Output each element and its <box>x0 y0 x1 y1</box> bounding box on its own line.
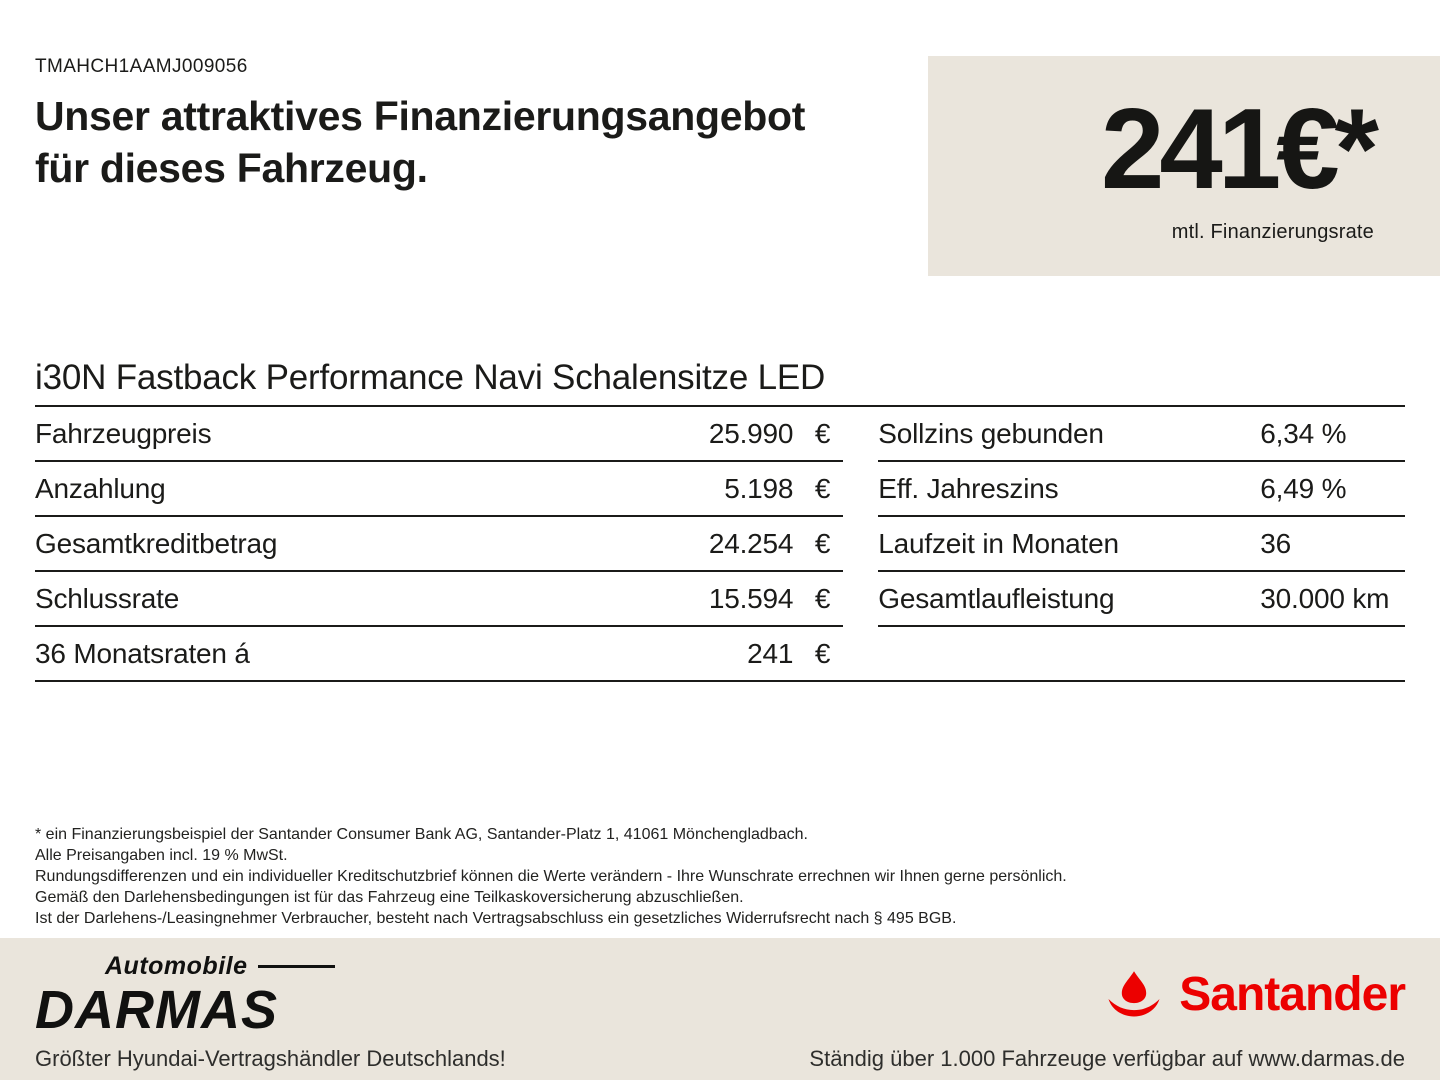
row-unit: € <box>814 527 831 559</box>
row-label: Anzahlung <box>35 472 166 504</box>
table-row-laufzeit: Laufzeit in Monaten 36 <box>878 517 1405 572</box>
row-label: Fahrzeugpreis <box>35 417 212 449</box>
disclaimer: * ein Finanzierungsbeispiel der Santande… <box>0 824 1440 929</box>
footer-text-left: Größter Hyundai-Vertragshändler Deutschl… <box>35 1046 506 1071</box>
row-label: 36 Monatsraten á <box>35 637 250 669</box>
row-label: Gesamtlaufleistung <box>878 582 1115 614</box>
darmas-logo: Automobile DARMAS <box>35 952 335 1037</box>
disclaimer-line: * ein Finanzierungsbeispiel der Santande… <box>35 826 808 843</box>
header-section: TMAHCH1AAMJ009056 Unser attraktives Fina… <box>0 0 1440 276</box>
table-row-sollzins: Sollzins gebunden 6,34 % <box>878 407 1405 462</box>
vehicle-section: i30N Fastback Performance Navi Schalensi… <box>0 358 1440 682</box>
disclaimer-line: Ist der Darlehens-/Leasingnehmer Verbrau… <box>35 910 957 927</box>
table-row-fahrzeugpreis: Fahrzeugpreis 25.990 € <box>35 407 844 462</box>
row-value: 6,49 % <box>1260 472 1347 504</box>
monthly-rate-box: 241€* mtl. Finanzierungsrate <box>928 56 1440 276</box>
santander-logo: Santander <box>1105 967 1406 1022</box>
row-unit: € <box>814 582 831 614</box>
table-row-schlussrate: Schlussrate 15.594 € <box>35 572 844 627</box>
row-unit: € <box>814 417 831 449</box>
footer: Automobile DARMAS Santander Größter Hyun… <box>0 938 1440 1080</box>
table-row-anzahlung: Anzahlung 5.198 € <box>35 462 844 517</box>
row-value: 5.198 <box>724 472 794 504</box>
row-label: Gesamtkreditbetrag <box>35 527 278 559</box>
row-label: Eff. Jahreszins <box>878 472 1059 504</box>
darmas-logo-rule <box>257 965 335 968</box>
page-title-line1: Unser attraktives Finanzierungsangebot <box>35 93 806 139</box>
darmas-logo-automobile-label: Automobile <box>105 952 248 980</box>
darmas-logo-wordmark: DARMAS <box>35 980 278 1040</box>
page-title: Unser attraktives Finanzierungsangebot f… <box>35 90 1440 194</box>
table-row-gesamtlaufleistung: Gesamtlaufleistung 30.000 km <box>878 572 1405 627</box>
row-unit: € <box>814 637 831 669</box>
row-unit: € <box>814 472 831 504</box>
row-value: 25.990 <box>708 417 794 449</box>
vin-code: TMAHCH1AAMJ009056 <box>35 56 248 77</box>
row-value: 6,34 % <box>1260 417 1347 449</box>
table-row-jahreszins: Eff. Jahreszins 6,49 % <box>878 462 1405 517</box>
footer-text-right: Ständig über 1.000 Fahrzeuge verfügbar a… <box>809 1046 1405 1071</box>
disclaimer-line: Alle Preisangaben incl. 19 % MwSt. <box>35 847 288 864</box>
table-row-gesamtkreditbetrag: Gesamtkreditbetrag 24.254 € <box>35 517 844 572</box>
row-label: Schlussrate <box>35 582 180 614</box>
row-value: 24.254 <box>708 527 794 559</box>
disclaimer-line: Gemäß den Darlehensbedingungen ist für d… <box>35 889 744 906</box>
monthly-rate-label: mtl. Finanzierungsrate <box>1171 220 1374 243</box>
santander-flame-icon <box>1108 970 1160 1016</box>
finance-table: Fahrzeugpreis 25.990 € Sollzins gebunden… <box>35 407 1405 682</box>
vehicle-title: i30N Fastback Performance Navi Schalensi… <box>35 358 1405 407</box>
row-label: Sollzins gebunden <box>878 417 1104 449</box>
table-row-monatsraten: 36 Monatsraten á 241 € <box>35 627 1405 682</box>
monthly-rate-value: 241€* <box>1101 86 1379 214</box>
page-title-line2: für dieses Fahrzeug. <box>35 145 428 192</box>
row-label: Laufzeit in Monaten <box>878 527 1119 559</box>
santander-wordmark: Santander <box>1179 968 1406 1021</box>
table-row-monatsraten-inner: 36 Monatsraten á 241 € <box>35 627 843 680</box>
darmas-logo-top: Automobile <box>105 952 335 981</box>
row-value: 36 <box>1260 527 1292 559</box>
footer-logos-row: Automobile DARMAS Santander <box>35 952 1406 1037</box>
row-value: 15.594 <box>708 582 794 614</box>
row-value: 241 <box>747 637 794 669</box>
disclaimer-line: Rundungsdifferenzen und ein individuelle… <box>35 868 1067 885</box>
footer-texts: Größter Hyundai-Vertragshändler Deutschl… <box>35 1046 1405 1072</box>
row-value: 30.000 km <box>1260 582 1390 614</box>
